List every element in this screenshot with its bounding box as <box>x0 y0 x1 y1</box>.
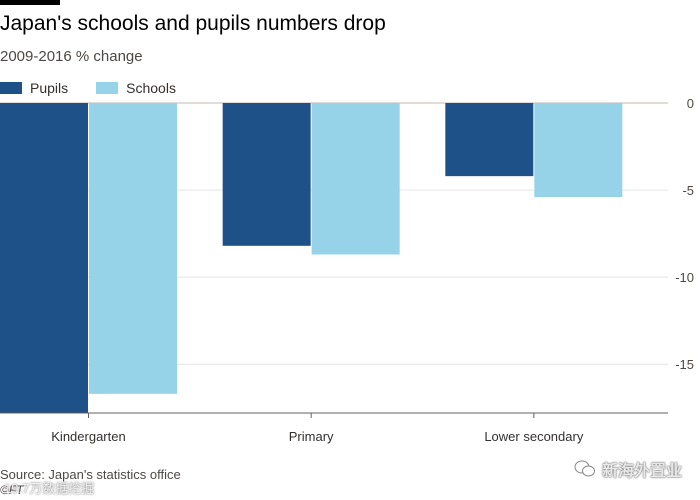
legend-item-schools: Schools <box>96 80 176 96</box>
bar-pupils <box>0 103 88 413</box>
chart-title: Japan's schools and pupils numbers drop <box>0 12 386 35</box>
legend: Pupils Schools <box>0 79 204 97</box>
ft-credit: ©FT <box>0 483 24 497</box>
watermark: 新海外置业 <box>574 457 682 481</box>
x-tick-label: Primary <box>289 429 334 444</box>
bar-pupils <box>222 103 311 246</box>
bar-chart: 0 -5 -10 -15 Kindergarten Primary Lower second… <box>0 96 694 444</box>
watermark-text: 新海外置业 <box>601 463 682 480</box>
legend-swatch-pupils <box>0 82 22 94</box>
chart-subtitle: 2009-2016 % change <box>0 48 143 65</box>
y-tick-label: -15 <box>675 357 694 372</box>
y-tick-label: -10 <box>675 270 694 285</box>
legend-label-schools: Schools <box>126 80 176 96</box>
x-tick-label: Lower secondary <box>484 429 583 444</box>
bar-pupils <box>445 103 534 177</box>
source-note: Source: Japan's statistics office <box>0 467 181 482</box>
bar-schools <box>534 103 623 198</box>
x-tick-label: Kindergarten <box>51 429 125 444</box>
legend-swatch-schools <box>96 82 119 94</box>
legend-item-pupils: Pupils <box>0 80 68 96</box>
y-tick-label: 0 <box>687 96 694 111</box>
top-rule <box>0 0 60 5</box>
y-tick-label: -5 <box>682 183 694 198</box>
wechat-icon <box>574 460 595 477</box>
bar-schools <box>311 103 400 255</box>
bar-schools <box>89 103 177 394</box>
legend-label-pupils: Pupils <box>30 80 69 96</box>
watermark-text-secondary: 19.7万数据挖掘 <box>4 481 95 496</box>
